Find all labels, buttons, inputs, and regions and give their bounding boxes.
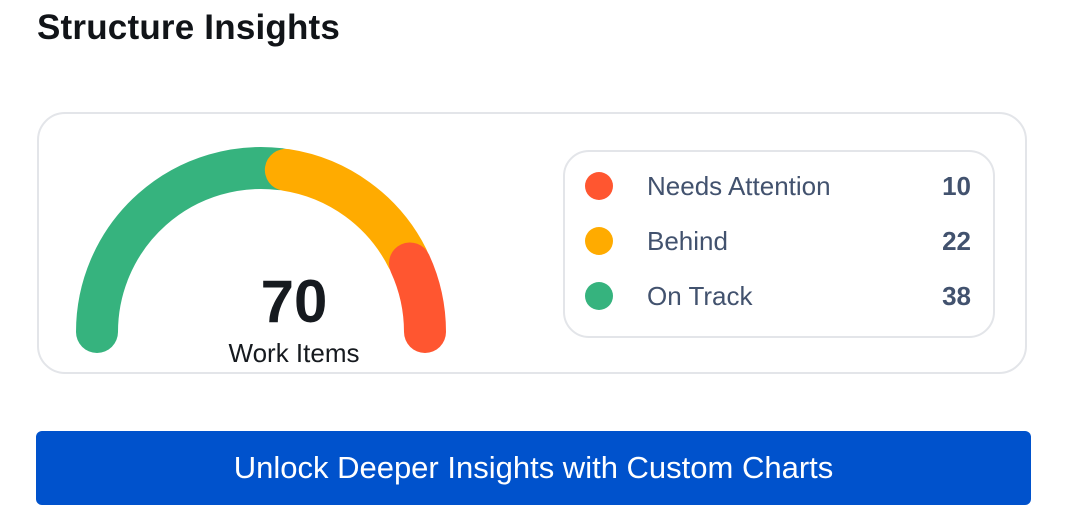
gauge-total: 70 bbox=[260, 268, 328, 335]
legend-count: 10 bbox=[942, 170, 971, 201]
legend-count: 38 bbox=[942, 280, 971, 311]
on-track-dot-icon bbox=[585, 282, 613, 310]
legend-item-needs-attention[interactable]: Needs Attention 10 bbox=[585, 168, 971, 204]
status-legend: Needs Attention 10 Behind 22 On Track 38 bbox=[563, 150, 995, 338]
legend-item-on-track[interactable]: On Track 38 bbox=[585, 278, 971, 314]
unlock-insights-button[interactable]: Unlock Deeper Insights with Custom Chart… bbox=[36, 431, 1031, 505]
gauge-segment-behind bbox=[264, 148, 429, 280]
needs-attention-dot-icon bbox=[585, 172, 613, 200]
legend-label: On Track bbox=[647, 280, 753, 311]
legend-label: Needs Attention bbox=[647, 170, 831, 201]
legend-item-behind[interactable]: Behind 22 bbox=[585, 223, 971, 259]
legend-label: Behind bbox=[647, 225, 728, 256]
gauge-label: Work Items bbox=[228, 338, 360, 368]
gauge-segment-on-track bbox=[76, 147, 302, 353]
page-title: Structure Insights bbox=[37, 8, 341, 47]
gauge-segment-needs-attention bbox=[388, 242, 446, 353]
work-items-gauge: 70 Work Items bbox=[74, 144, 454, 366]
insights-card: 70 Work Items Needs Attention 10 Behind … bbox=[37, 112, 1027, 374]
legend-count: 22 bbox=[942, 225, 971, 256]
gauge-chart bbox=[76, 147, 446, 353]
behind-dot-icon bbox=[585, 227, 613, 255]
